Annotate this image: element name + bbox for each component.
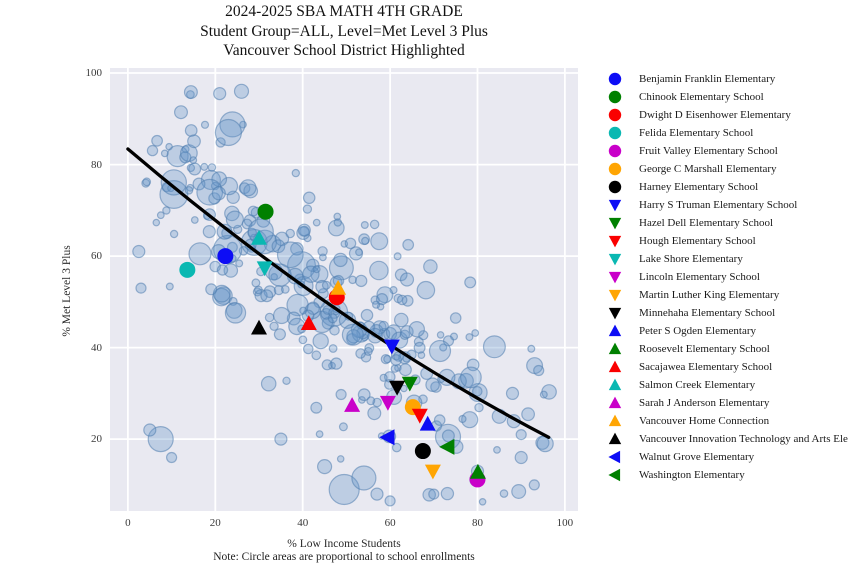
legend-marker-triangle-up-icon <box>608 378 622 391</box>
legend-item: Harry S Truman Elementary School <box>608 196 864 214</box>
legend-item: Hough Elementary School <box>608 232 864 250</box>
legend-marker-circle-icon <box>608 144 622 158</box>
legend-item: Chinook Elementary School <box>608 88 864 106</box>
title-line-2: Student Group=ALL, Level=Met Level 3 Plu… <box>200 22 488 40</box>
chart-title: 2024-2025 SBA MATH 4TH GRADE Student Gro… <box>110 2 578 61</box>
legend-label: Hough Elementary School <box>639 235 756 247</box>
legend-marker-circle-icon <box>608 180 622 194</box>
legend-item: Lake Shore Elementary <box>608 250 864 268</box>
title-line-1: 2024-2025 SBA MATH 4TH GRADE <box>225 3 463 20</box>
y-tick-label: 80 <box>91 158 102 171</box>
legend-item: Sacajawea Elementary School <box>608 358 864 376</box>
x-tick-label: 40 <box>297 517 309 529</box>
legend-marker-circle-icon <box>608 90 622 104</box>
legend-item: George C Marshall Elementary <box>608 160 864 178</box>
legend: Benjamin Franklin Elementary Chinook Elem… <box>608 70 864 484</box>
legend-item: Dwight D Eisenhower Elementary <box>608 106 864 124</box>
legend-marker-triangle-up-icon <box>608 360 622 373</box>
legend-marker-circle-icon <box>608 108 622 122</box>
legend-marker-triangle-down-icon <box>608 307 622 320</box>
legend-label: Benjamin Franklin Elementary <box>639 73 776 85</box>
x-tick-label: 0 <box>125 517 131 529</box>
legend-item: Martin Luther King Elementary <box>608 286 864 304</box>
legend-label: Vancouver Innovation Technology and Arts… <box>639 433 848 445</box>
legend-marker-triangle-down-icon <box>608 253 622 266</box>
legend-label: Chinook Elementary School <box>639 91 764 103</box>
legend-label: Fruit Valley Elementary School <box>639 145 778 157</box>
legend-label: Roosevelt Elementary School <box>639 343 770 355</box>
x-axis-label: % Low Income Students <box>287 538 401 550</box>
legend-item: Roosevelt Elementary School <box>608 340 864 358</box>
legend-marker-triangle-left-icon <box>608 450 621 464</box>
x-tick-label: 80 <box>472 517 483 529</box>
legend-label: Walnut Grove Elementary <box>639 451 755 463</box>
y-tick-label: 40 <box>91 341 102 354</box>
legend-marker-triangle-up-icon <box>608 432 622 445</box>
legend-label: Sacajawea Elementary School <box>639 361 773 373</box>
title-line-3: Vancouver School District Highlighted <box>223 42 465 59</box>
legend-marker-circle-icon <box>608 126 622 140</box>
legend-item: Benjamin Franklin Elementary <box>608 70 864 88</box>
legend-item: Harney Elementary School <box>608 178 864 196</box>
chart-note: Note: Circle areas are proportional to s… <box>213 551 475 563</box>
legend-item: Lincoln Elementary School <box>608 268 864 286</box>
legend-marker-circle-icon <box>608 162 622 176</box>
y-tick-label: 60 <box>91 250 102 263</box>
legend-item: Fruit Valley Elementary School <box>608 142 864 160</box>
legend-item: Minnehaha Elementary School <box>608 304 864 322</box>
legend-marker-triangle-down-icon <box>608 199 622 212</box>
y-tick-label: 100 <box>85 67 103 79</box>
legend-label: Peter S Ogden Elementary <box>639 325 756 337</box>
legend-item: Vancouver Home Connection <box>608 412 864 430</box>
legend-item: Felida Elementary School <box>608 124 864 142</box>
x-tick-label: 100 <box>556 517 574 529</box>
legend-label: Salmon Creek Elementary <box>639 379 756 391</box>
legend-marker-triangle-down-icon <box>608 217 622 230</box>
legend-label: Harney Elementary School <box>639 181 759 193</box>
legend-label: Minnehaha Elementary School <box>639 307 776 319</box>
legend-item: Vancouver Innovation Technology and Arts… <box>608 430 864 448</box>
legend-marker-circle-icon <box>608 72 622 86</box>
legend-marker-triangle-up-icon <box>608 414 622 427</box>
legend-label: Harry S Truman Elementary School <box>639 199 798 211</box>
legend-label: Dwight D Eisenhower Elementary <box>639 109 791 121</box>
legend-label: Washington Elementary <box>639 469 745 481</box>
legend-marker-triangle-left-icon <box>608 468 621 482</box>
legend-label: Lake Shore Elementary <box>639 253 743 265</box>
y-axis-label: % Met Level 3 Plus <box>61 245 73 337</box>
legend-marker-triangle-up-icon <box>608 324 622 337</box>
legend-item: Salmon Creek Elementary <box>608 376 864 394</box>
legend-item: Sarah J Anderson Elementary <box>608 394 864 412</box>
legend-label: George C Marshall Elementary <box>639 163 777 175</box>
legend-marker-triangle-down-icon <box>608 289 622 302</box>
legend-item: Hazel Dell Elementary School <box>608 214 864 232</box>
legend-label: Martin Luther King Elementary <box>639 289 780 301</box>
x-tick-label: 60 <box>384 517 396 529</box>
legend-label: Felida Elementary School <box>639 127 754 139</box>
x-tick-label: 20 <box>209 517 221 529</box>
legend-item: Peter S Ogden Elementary <box>608 322 864 340</box>
legend-item: Walnut Grove Elementary <box>608 448 864 466</box>
legend-label: Lincoln Elementary School <box>639 271 760 283</box>
legend-item: Washington Elementary <box>608 466 864 484</box>
legend-marker-triangle-up-icon <box>608 342 622 355</box>
legend-label: Sarah J Anderson Elementary <box>639 397 770 409</box>
legend-label: Vancouver Home Connection <box>639 415 770 427</box>
legend-marker-triangle-up-icon <box>608 396 622 409</box>
legend-marker-triangle-down-icon <box>608 271 622 284</box>
y-tick-label: 20 <box>91 433 102 446</box>
legend-marker-triangle-down-icon <box>608 235 622 248</box>
legend-label: Hazel Dell Elementary School <box>639 217 774 229</box>
